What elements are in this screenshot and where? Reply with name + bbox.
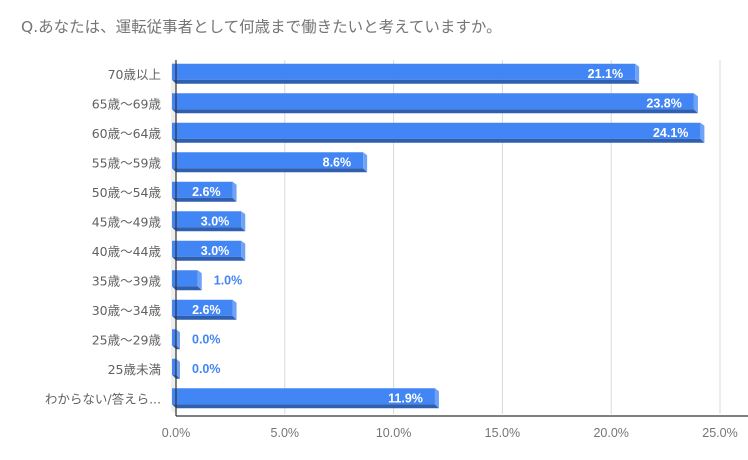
bar	[172, 358, 176, 375]
category-label: 25歳未満	[108, 362, 161, 377]
bar	[172, 270, 198, 287]
x-tick-label: 25.0%	[702, 426, 737, 440]
x-tick-label: 5.0%	[271, 426, 300, 440]
bar-bottom-face	[172, 227, 246, 232]
category-label: わからない/答えら...	[45, 391, 161, 406]
bar	[172, 122, 701, 139]
bar-side-face	[197, 270, 202, 291]
category-label: 35歳～39歳	[92, 273, 162, 288]
bar-side-face	[363, 152, 368, 173]
data-label: 11.9%	[388, 391, 423, 405]
data-label: 21.1%	[588, 67, 623, 81]
chart-title: Q.あなたは、運転従事者として何歳まで働きたいと考えていますか。	[21, 18, 502, 36]
category-label: 25歳～29歳	[92, 332, 162, 347]
data-label: 3.0%	[201, 214, 230, 228]
bar	[172, 152, 364, 169]
bar-side-face	[232, 299, 237, 320]
data-label: 3.0%	[201, 244, 230, 258]
bar	[172, 63, 636, 80]
bar	[172, 329, 176, 346]
bar	[172, 93, 694, 110]
category-label: 70歳以上	[108, 67, 161, 82]
bar	[172, 240, 242, 257]
category-label: 50歳～54歳	[92, 185, 162, 200]
bar-side-face	[434, 388, 439, 409]
category-label: 30歳～34歳	[92, 303, 162, 318]
data-label: 23.8%	[646, 96, 681, 110]
bar-bottom-face	[172, 404, 439, 409]
bar-bottom-face	[172, 197, 237, 202]
x-tick-label: 0.0%	[162, 426, 191, 440]
bar-side-face	[241, 240, 246, 261]
x-tick-label: 20.0%	[593, 426, 628, 440]
axis-wall	[171, 60, 176, 414]
category-label: 60歳～64歳	[92, 126, 162, 141]
bar-bottom-face	[172, 315, 237, 320]
bar-bottom-face	[172, 109, 698, 114]
bar-side-face	[700, 122, 705, 143]
data-label: 0.0%	[192, 362, 221, 376]
data-label: 2.6%	[192, 303, 221, 317]
bar-side-face	[635, 63, 640, 84]
bar-bottom-face	[172, 79, 640, 84]
bar-side-face	[232, 181, 237, 202]
data-label: 2.6%	[192, 185, 221, 199]
bar-bottom-face	[172, 256, 246, 261]
data-label: 8.6%	[323, 155, 352, 169]
x-tick-label: 10.0%	[376, 426, 411, 440]
bar-side-face	[176, 329, 180, 350]
bar-bottom-face	[172, 168, 368, 173]
data-label: 0.0%	[192, 332, 221, 346]
data-label: 1.0%	[214, 273, 243, 287]
bar	[172, 211, 242, 228]
bar	[172, 299, 233, 316]
bar-side-face	[241, 211, 246, 232]
category-label: 65歳～69歳	[92, 96, 162, 111]
bar-side-face	[176, 358, 180, 379]
bar-bottom-face	[172, 138, 705, 143]
category-label: 45歳～49歳	[92, 214, 162, 229]
data-label: 24.1%	[653, 126, 688, 140]
category-label: 40歳～44歳	[92, 244, 162, 259]
bar-bottom-face	[172, 286, 202, 291]
category-label: 55歳～59歳	[92, 155, 162, 170]
bar	[172, 388, 435, 405]
bar-side-face	[693, 93, 698, 114]
x-tick-label: 15.0%	[485, 426, 520, 440]
bar	[172, 181, 233, 198]
